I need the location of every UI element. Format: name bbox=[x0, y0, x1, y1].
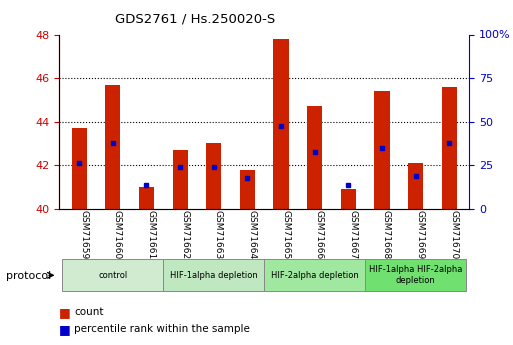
Bar bbox=[442, 87, 457, 209]
Bar bbox=[163, 259, 264, 291]
Text: GSM71667: GSM71667 bbox=[348, 210, 357, 260]
Bar bbox=[341, 189, 356, 209]
Text: GSM71663: GSM71663 bbox=[214, 210, 223, 260]
Text: GSM71662: GSM71662 bbox=[180, 210, 189, 259]
Bar bbox=[307, 106, 322, 209]
Text: ■: ■ bbox=[59, 306, 71, 319]
Text: HIF-2alpha depletion: HIF-2alpha depletion bbox=[271, 270, 359, 280]
Text: ■: ■ bbox=[59, 323, 71, 336]
Text: GSM71665: GSM71665 bbox=[281, 210, 290, 260]
Text: percentile rank within the sample: percentile rank within the sample bbox=[74, 325, 250, 334]
Bar bbox=[139, 187, 154, 209]
Text: control: control bbox=[98, 270, 127, 280]
Text: HIF-1alpha HIF-2alpha
depletion: HIF-1alpha HIF-2alpha depletion bbox=[369, 265, 462, 285]
Text: GDS2761 / Hs.250020-S: GDS2761 / Hs.250020-S bbox=[115, 12, 275, 25]
Bar bbox=[72, 128, 87, 209]
Text: GSM71664: GSM71664 bbox=[247, 210, 256, 259]
Bar bbox=[206, 144, 221, 209]
Text: protocol: protocol bbox=[6, 271, 51, 281]
Bar bbox=[172, 150, 188, 209]
Bar bbox=[273, 39, 289, 209]
Text: GSM71666: GSM71666 bbox=[314, 210, 324, 260]
Bar bbox=[408, 163, 423, 209]
Text: HIF-1alpha depletion: HIF-1alpha depletion bbox=[170, 270, 258, 280]
Text: GSM71659: GSM71659 bbox=[79, 210, 88, 260]
Bar bbox=[374, 91, 389, 209]
Bar bbox=[240, 169, 255, 209]
Bar bbox=[264, 259, 365, 291]
Bar bbox=[63, 259, 163, 291]
Text: GSM71670: GSM71670 bbox=[449, 210, 458, 260]
Text: GSM71669: GSM71669 bbox=[416, 210, 425, 260]
Bar bbox=[105, 85, 121, 209]
Text: GSM71660: GSM71660 bbox=[113, 210, 122, 260]
Bar bbox=[365, 259, 466, 291]
Text: GSM71661: GSM71661 bbox=[146, 210, 155, 260]
Text: GSM71668: GSM71668 bbox=[382, 210, 391, 260]
Text: count: count bbox=[74, 307, 104, 317]
